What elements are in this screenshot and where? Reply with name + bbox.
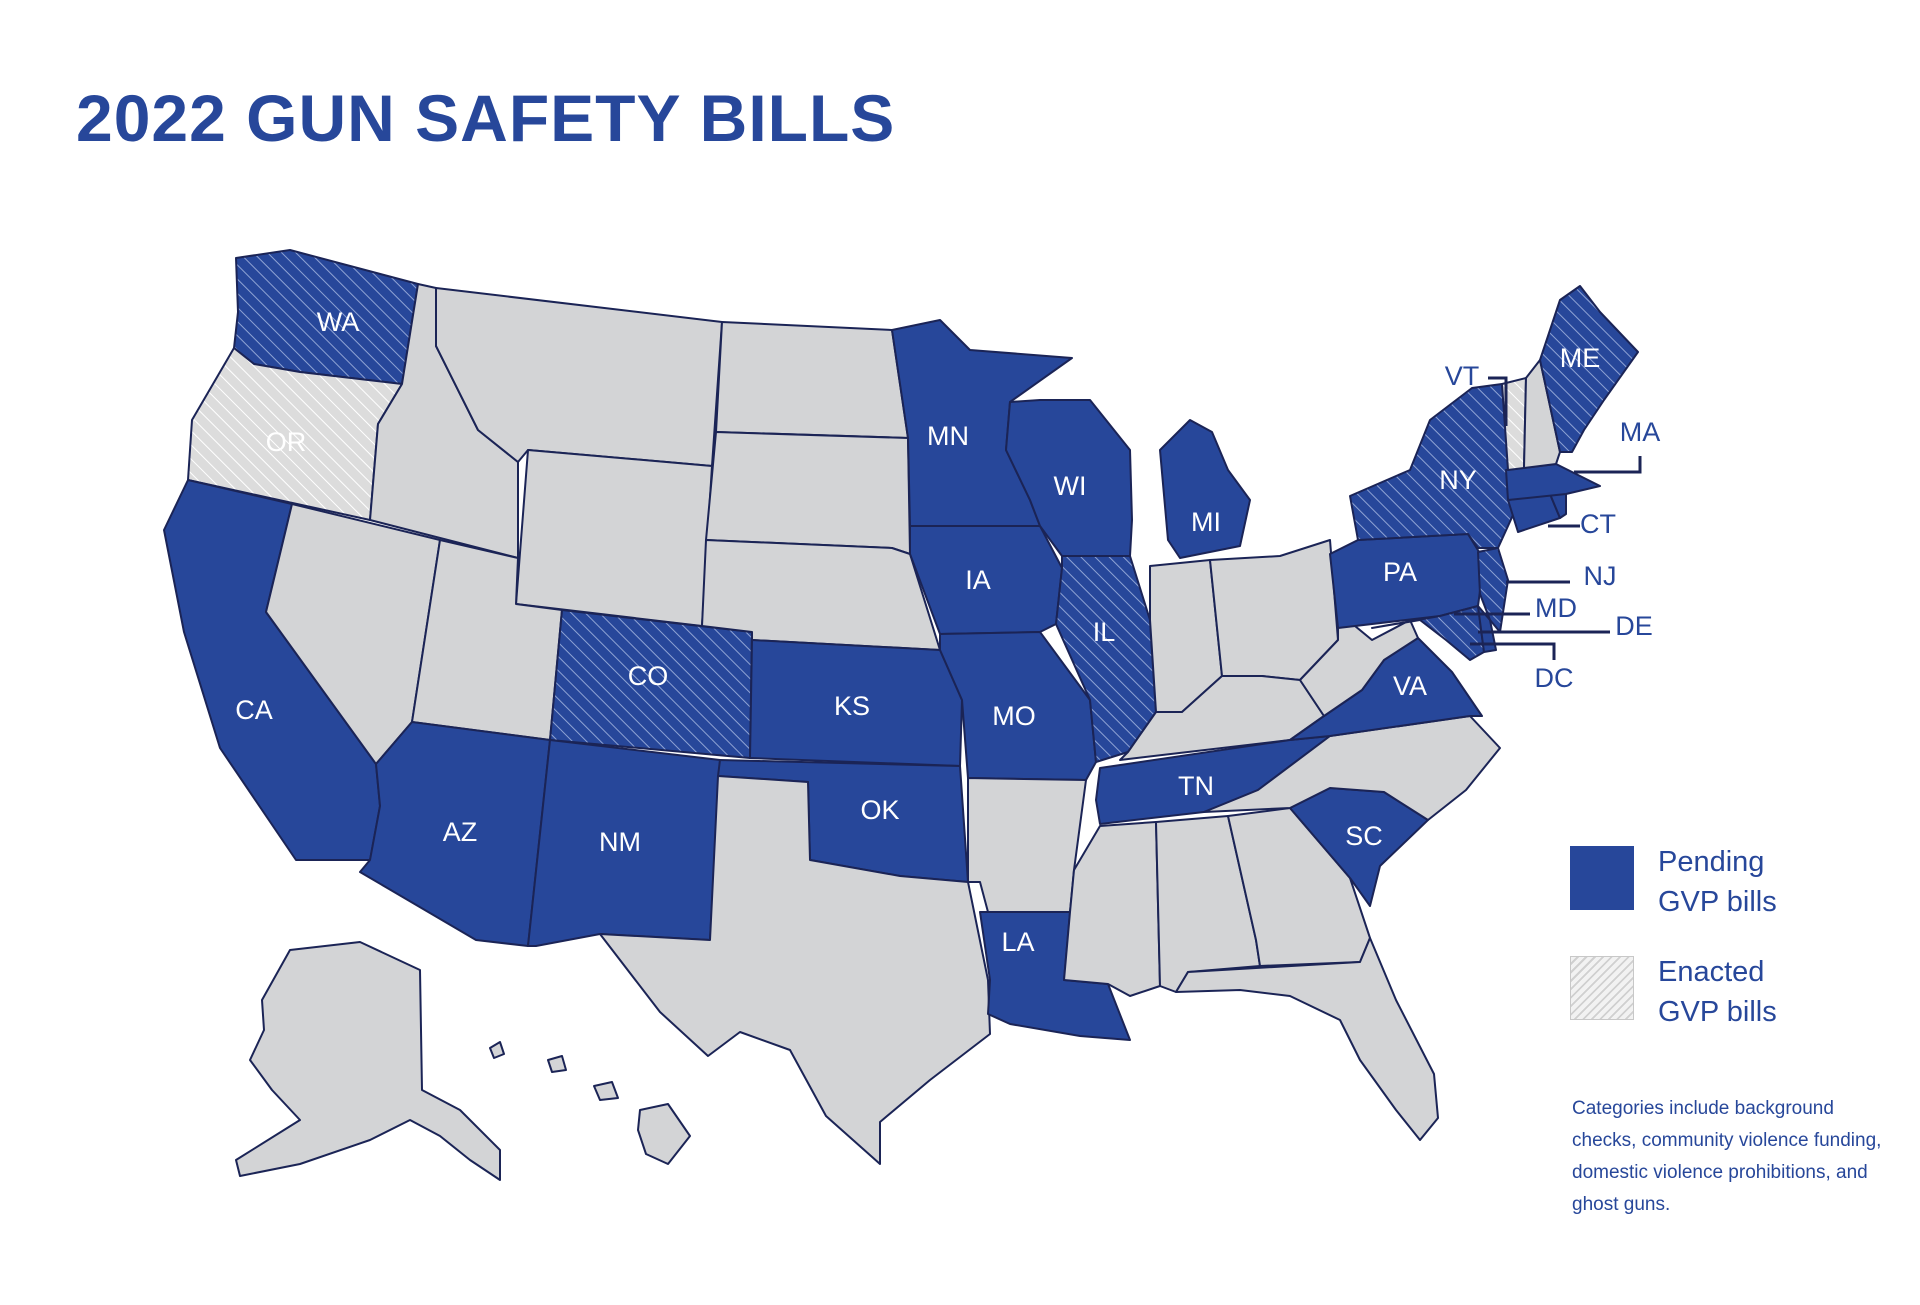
label-pa: PA [1383,557,1417,587]
state-wy[interactable] [515,449,713,627]
label-vt: VT [1445,361,1480,391]
label-nm: NM [599,827,641,857]
label-ct: CT [1580,509,1616,539]
legend-enacted-line2: GVP bills [1658,996,1777,1028]
label-az: AZ [443,817,478,847]
state-ny[interactable] [1349,383,1519,549]
state-ks[interactable] [749,639,963,767]
legend-swatch-enacted [1570,956,1634,1020]
state-fl[interactable] [1175,937,1439,1141]
label-ks: KS [834,691,870,721]
label-va: VA [1393,671,1427,701]
label-mo: MO [992,701,1036,731]
state-nd[interactable] [715,321,909,439]
label-de: DE [1615,611,1653,641]
state-ms[interactable] [1063,821,1161,997]
map-title: 2022 GUN SAFETY BILLS [76,81,896,155]
state-nh[interactable] [1523,359,1561,469]
label-ma: MA [1620,417,1661,447]
legend-enacted-line1: Enacted [1658,956,1765,988]
label-ca: CA [235,695,273,725]
state-tx[interactable] [599,775,991,1165]
state-ky[interactable] [1119,675,1325,761]
legend-pending-line1: Pending [1658,846,1765,878]
label-mi: MI [1191,507,1221,537]
state-ia[interactable] [909,525,1063,635]
label-mn: MN [927,421,969,451]
callout-lines [1454,376,1642,660]
state-il[interactable] [1055,555,1157,763]
state-md[interactable] [1371,605,1485,661]
legend-swatch-pending [1570,846,1634,910]
legend-pending-line2: GVP bills [1658,886,1777,918]
label-dc: DC [1535,663,1574,693]
legend-label-pending: Pending GVP bills [1658,842,1777,922]
label-ia: IA [965,565,991,595]
state-mi[interactable] [1159,419,1251,559]
label-or: OR [266,427,307,457]
label-me: ME [1560,343,1601,373]
label-wa: WA [317,307,360,337]
state-hi[interactable] [489,1041,691,1165]
footnote: Categories include background checks, co… [1572,1098,1882,1215]
label-co: CO [628,661,669,691]
state-ar[interactable] [967,777,1087,913]
label-il: IL [1093,617,1116,647]
label-md: MD [1535,593,1577,623]
label-ok: OK [860,795,899,825]
state-me[interactable] [1539,285,1639,453]
label-tn: TN [1178,771,1214,801]
state-ak[interactable] [235,941,501,1181]
state-sd[interactable] [705,431,911,555]
label-nj: NJ [1584,561,1617,591]
label-wi: WI [1054,471,1087,501]
label-ny: NY [1439,465,1477,495]
label-la: LA [1001,927,1034,957]
legend-label-enacted: Enacted GVP bills [1658,952,1777,1032]
label-sc: SC [1345,821,1383,851]
